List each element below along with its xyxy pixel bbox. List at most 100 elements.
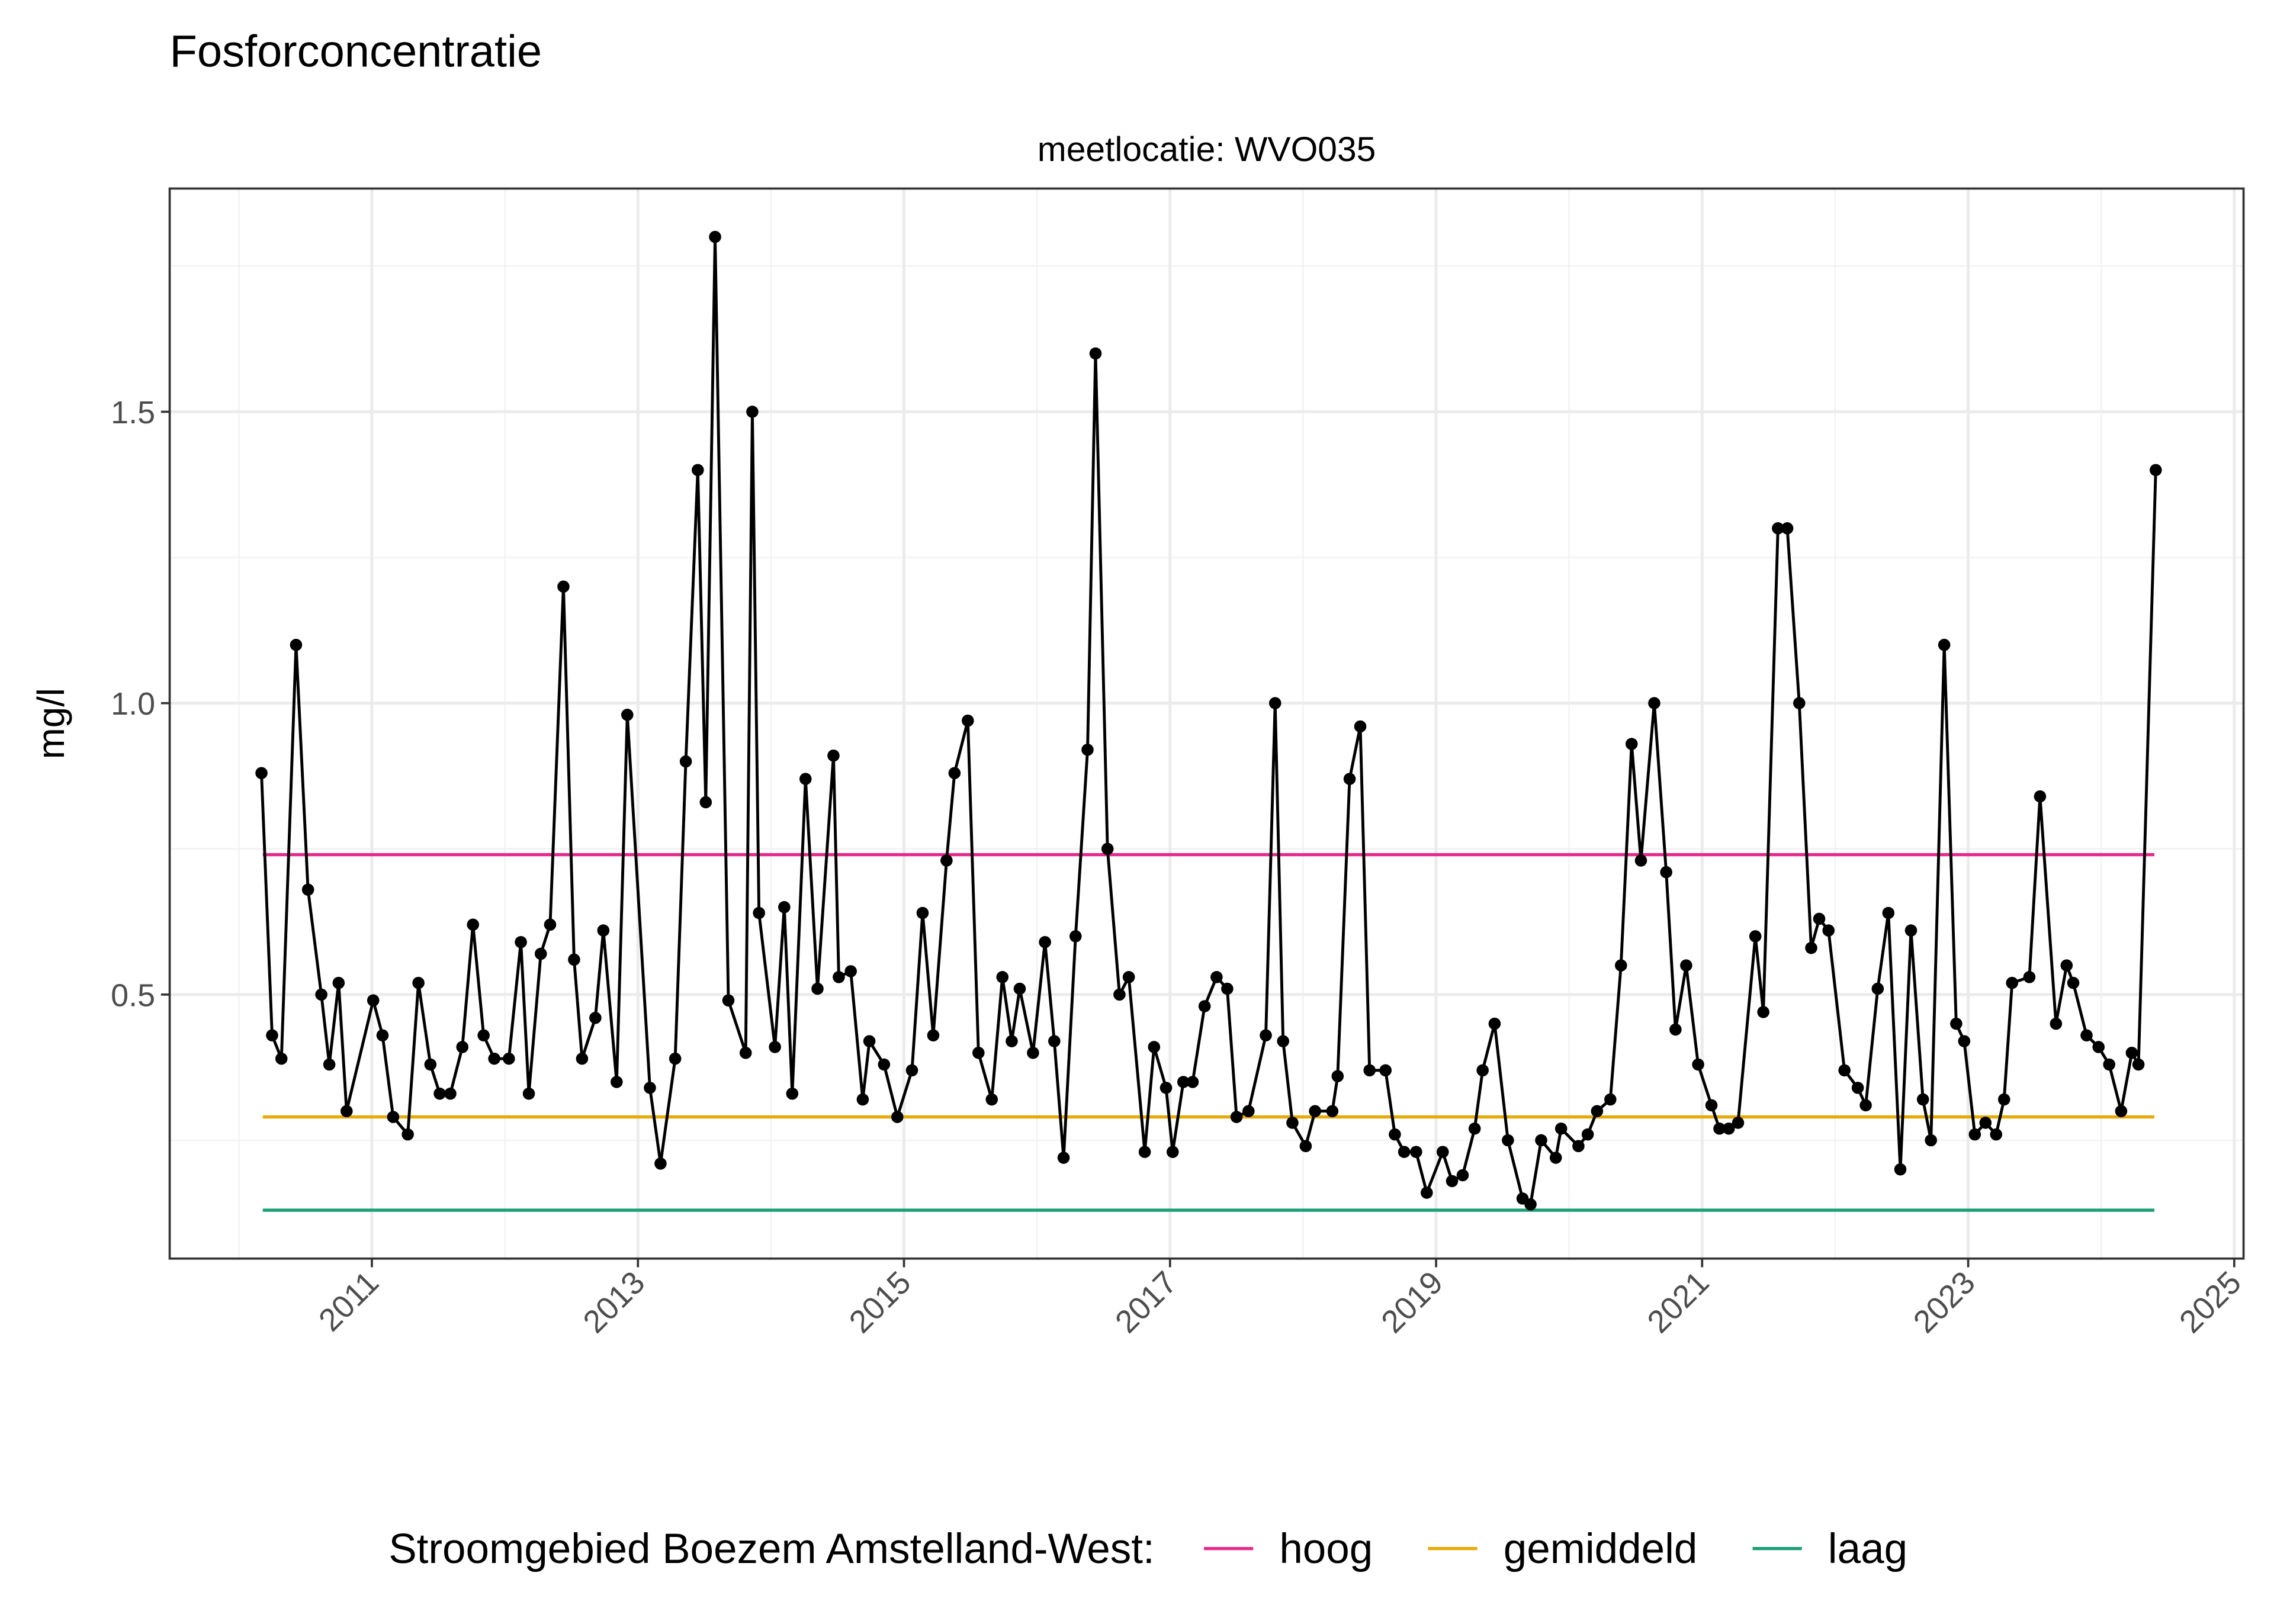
data-point [1634, 854, 1647, 867]
data-point [1456, 1169, 1469, 1182]
data-point [1822, 924, 1835, 937]
x-tick-label: 2013 [576, 1265, 651, 1340]
legend-title: Stroomgebied Boezem Amstelland-West: [388, 1526, 1154, 1572]
data-point [1089, 347, 1102, 360]
data-point [1410, 1146, 1422, 1158]
data-point [1436, 1146, 1449, 1158]
legend-label: gemiddeld [1504, 1526, 1698, 1572]
data-point [1713, 1122, 1726, 1135]
data-point [692, 464, 704, 477]
data-point [576, 1052, 589, 1065]
legend-label: laag [1828, 1526, 1907, 1572]
data-point [833, 971, 845, 983]
data-point [746, 406, 759, 418]
data-point [315, 988, 327, 1001]
data-point [2150, 464, 2162, 477]
data-point [332, 976, 345, 989]
data-point [323, 1058, 336, 1071]
data-point [2125, 1047, 2138, 1059]
data-point [962, 714, 974, 727]
data-point [456, 1041, 469, 1053]
data-point [1997, 1093, 2010, 1106]
data-point [544, 918, 557, 931]
data-point [515, 935, 527, 948]
data-point [1648, 697, 1660, 709]
data-line [260, 237, 2157, 1207]
data-point [1604, 1093, 1617, 1106]
data-point [1122, 971, 1135, 983]
data-point [1680, 959, 1692, 972]
data-point [1198, 1000, 1211, 1012]
data-point [266, 1029, 278, 1042]
data-point [1958, 1035, 1971, 1047]
data-point [1048, 1035, 1061, 1047]
data-point [341, 1105, 353, 1118]
data-point [1421, 1186, 1433, 1199]
y-tick-label: 1.5 [111, 395, 155, 430]
data-point [2006, 976, 2018, 989]
y-axis-label: mg/l [30, 688, 72, 759]
data-point [1326, 1105, 1339, 1118]
data-point [1950, 1017, 1963, 1030]
data-point [940, 854, 953, 867]
data-point [1081, 744, 1094, 756]
data-point [1343, 773, 1356, 785]
x-tick-label: 2011 [312, 1265, 386, 1338]
data-point [597, 924, 610, 937]
data-point [433, 1087, 446, 1100]
data-point [1398, 1146, 1411, 1158]
data-point [2092, 1041, 2105, 1053]
data-point [1230, 1111, 1243, 1123]
data-point [709, 230, 721, 243]
x-tick-label: 2021 [1640, 1265, 1716, 1340]
data-point [1838, 1064, 1851, 1077]
data-point [1554, 1122, 1568, 1135]
data-point [1331, 1070, 1344, 1082]
data-point [916, 906, 929, 919]
data-point [856, 1093, 869, 1106]
data-point [1039, 935, 1051, 948]
data-point [799, 773, 812, 785]
data-point [412, 976, 425, 989]
plot-marks [255, 230, 2162, 1212]
data-point [1669, 1023, 1682, 1036]
data-point [811, 982, 824, 995]
data-point [1286, 1117, 1299, 1129]
legend: Stroomgebied Boezem Amstelland-West: hoo… [388, 1526, 1907, 1572]
data-point [477, 1029, 490, 1042]
data-point [972, 1047, 985, 1059]
data-point [1221, 982, 1234, 995]
data-point [1177, 1076, 1190, 1088]
data-point [1793, 697, 1806, 709]
x-tick-label: 2017 [1109, 1265, 1184, 1340]
data-point [985, 1093, 998, 1106]
data-point [1535, 1134, 1547, 1147]
data-point [424, 1058, 437, 1071]
data-point [1006, 1035, 1018, 1047]
data-point [1468, 1122, 1481, 1135]
data-point [568, 953, 580, 966]
x-tick-label: 2015 [843, 1265, 918, 1340]
data-point [669, 1052, 682, 1065]
data-point [1772, 522, 1784, 535]
data-point [444, 1087, 457, 1100]
data-point [1027, 1047, 1039, 1059]
data-point [2132, 1058, 2145, 1071]
data-point [644, 1082, 656, 1094]
data-point [1732, 1117, 1745, 1129]
data-point [488, 1052, 500, 1065]
data-point [1705, 1099, 1718, 1112]
data-point [1476, 1064, 1489, 1077]
data-point [1859, 1099, 1872, 1112]
data-point [1446, 1175, 1459, 1188]
panel-border [168, 187, 2245, 1260]
data-point [2080, 1029, 2093, 1042]
data-point [996, 971, 1009, 983]
data-point [1277, 1035, 1290, 1047]
data-point [255, 767, 268, 780]
data-point [1660, 866, 1672, 879]
data-point [1389, 1128, 1401, 1141]
data-point [1186, 1076, 1199, 1088]
data-point [1210, 971, 1223, 983]
data-point [611, 1076, 623, 1088]
